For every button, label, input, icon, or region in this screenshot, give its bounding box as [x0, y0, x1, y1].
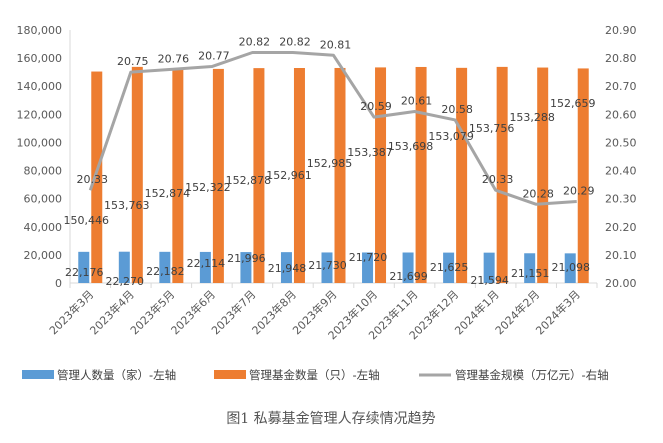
label-scale: 20.58	[441, 103, 473, 116]
label-funds: 153,288	[509, 111, 555, 124]
right-tick-label: 20.10	[605, 249, 637, 262]
right-tick-label: 20.80	[605, 52, 637, 65]
bar-funds	[212, 68, 224, 283]
label-managers: 22,270	[106, 275, 145, 288]
bar-managers	[78, 251, 90, 283]
left-tick-label: 140,000	[17, 80, 63, 93]
label-scale: 20.81	[320, 38, 352, 51]
legend-swatch-managers	[22, 370, 54, 379]
line-scale	[88, 50, 577, 206]
bar-managers	[483, 252, 495, 283]
label-funds: 153,763	[104, 199, 150, 212]
label-scale: 20.28	[522, 187, 554, 200]
data-labels: 150,446 22,176 20.33 153,763 22,270 20.75 152,…	[64, 35, 596, 288]
bar-funds	[253, 68, 265, 283]
label-funds: 152,985	[307, 157, 353, 170]
bar-funds	[172, 68, 184, 283]
bar-funds	[496, 66, 508, 284]
label-scale: 20.82	[239, 35, 271, 48]
label-scale: 20.33	[482, 173, 514, 186]
label-funds: 152,878	[226, 174, 272, 187]
right-tick-label: 20.50	[605, 136, 637, 149]
label-scale: 20.59	[360, 100, 392, 113]
bar-managers	[443, 252, 455, 283]
right-tick-label: 20.00	[605, 277, 637, 290]
legend-swatch-funds	[214, 370, 246, 379]
legend-label-funds: 管理基金数量（只）-左轴	[249, 368, 380, 382]
legend-label-managers: 管理人数量（家）-左轴	[57, 368, 176, 382]
left-tick-label: 180,000	[17, 24, 63, 37]
bar-funds	[131, 66, 143, 283]
label-funds: 152,961	[266, 169, 312, 182]
right-tick-label: 20.70	[605, 80, 637, 93]
x-tick-label: 2024年3月	[533, 287, 583, 337]
label-managers: 21,098	[551, 261, 590, 274]
label-managers: 21,594	[470, 274, 509, 287]
label-scale: 20.77	[198, 50, 230, 63]
right-tick-label: 20.20	[605, 221, 637, 234]
bar-managers	[524, 253, 536, 283]
bar-funds	[415, 66, 427, 283]
right-tick-label: 20.40	[605, 165, 637, 178]
chart-caption: 图1 私募基金管理人存续情况趋势	[226, 410, 435, 427]
label-managers: 21,720	[349, 251, 388, 264]
label-managers: 22,182	[146, 265, 185, 278]
bar-managers	[402, 252, 414, 283]
label-funds: 150,446	[64, 214, 110, 227]
label-scale: 20.29	[563, 184, 595, 197]
bar-managers	[159, 251, 171, 283]
bar-funds	[456, 67, 468, 283]
left-tick-label: 120,000	[17, 108, 63, 121]
bar-managers	[362, 252, 374, 283]
line-series	[88, 50, 577, 206]
right-tick-label: 20.30	[605, 193, 637, 206]
bar-managers	[564, 253, 576, 283]
left-tick-label: 80,000	[24, 165, 63, 178]
label-managers: 21,948	[268, 262, 307, 275]
bar-funds	[375, 67, 387, 283]
bars	[78, 66, 589, 284]
label-funds: 152,659	[550, 97, 596, 110]
label-managers: 21,625	[430, 261, 469, 274]
label-scale: 20.76	[158, 52, 190, 65]
bar-managers	[240, 252, 252, 283]
left-tick-label: 160,000	[17, 52, 63, 65]
label-managers: 21,151	[511, 267, 550, 280]
bar-managers	[199, 251, 211, 283]
bar-funds	[91, 71, 103, 283]
label-scale: 20.33	[77, 173, 109, 186]
legend: 管理人数量（家）-左轴 管理基金数量（只）-左轴 管理基金规模（万亿元）-右轴	[22, 368, 609, 382]
label-scale: 20.75	[117, 55, 149, 68]
bar-funds	[577, 68, 589, 283]
bar-funds	[537, 67, 549, 283]
label-managers: 21,996	[227, 252, 266, 265]
label-managers: 22,176	[65, 266, 104, 279]
label-managers: 21,699	[389, 270, 428, 283]
left-tick-label: 60,000	[24, 193, 63, 206]
legend-label-scale: 管理基金规模（万亿元）-右轴	[455, 368, 609, 382]
right-tick-label: 20.90	[605, 24, 637, 37]
right-tick-label: 20.60	[605, 108, 637, 121]
label-funds: 152,874	[145, 187, 191, 200]
label-funds: 153,698	[388, 140, 434, 153]
label-managers: 21,730	[308, 259, 347, 272]
label-funds: 153,079	[428, 130, 474, 143]
bar-managers	[280, 252, 292, 283]
bar-funds	[334, 67, 346, 283]
left-tick-label: 0	[55, 277, 62, 290]
label-funds: 153,756	[469, 122, 515, 135]
bar-managers	[321, 252, 333, 283]
label-funds: 152,322	[185, 181, 231, 194]
label-scale: 20.82	[279, 35, 311, 48]
bar-funds	[293, 68, 305, 283]
label-funds: 153,387	[347, 146, 393, 159]
left-tick-label: 100,000	[17, 136, 63, 149]
left-tick-label: 20,000	[24, 249, 63, 262]
bar-managers	[118, 251, 130, 283]
label-scale: 20.61	[401, 95, 433, 108]
left-tick-label: 40,000	[24, 221, 63, 234]
label-managers: 22,114	[187, 257, 226, 270]
